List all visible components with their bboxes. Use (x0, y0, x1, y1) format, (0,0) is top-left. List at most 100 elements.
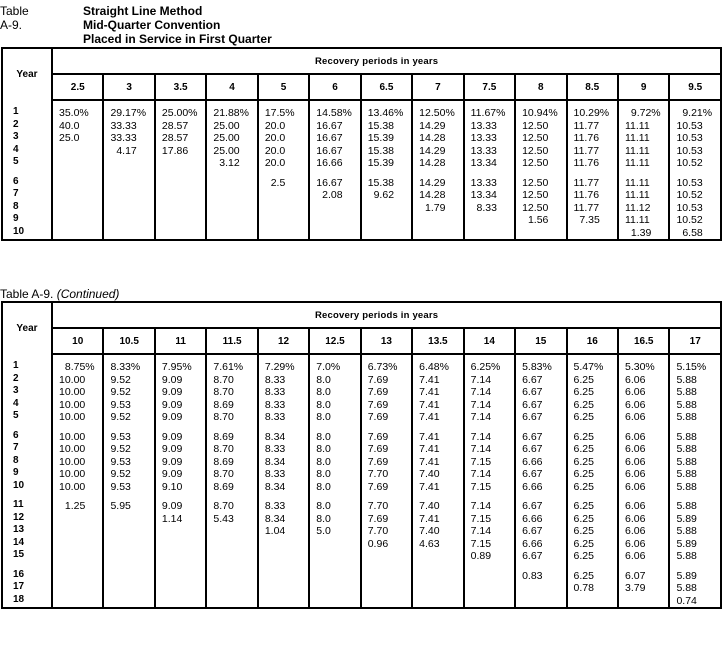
table-cell (213, 525, 256, 538)
table-cell: 8.33 (264, 443, 286, 455)
table-cell (419, 595, 462, 608)
year-label: 1 (13, 106, 19, 117)
table-cell (162, 157, 205, 170)
table-cell: 13.33 (470, 144, 497, 157)
table-cell: 12.50 (522, 201, 549, 214)
table-cell: 0.78 (573, 582, 594, 594)
table-cell (368, 202, 411, 215)
table-cell (265, 202, 308, 215)
table1-label: Table A-9. (0, 4, 29, 32)
column-values: 17.5% 20.0 20.0 20.0 20.0 2.5 (256, 100, 310, 240)
table-cell: 7.69 (367, 480, 389, 493)
table-cell: 3.12 (219, 157, 240, 169)
table-cell: 14.28 (419, 132, 446, 144)
table-cell: 10.53 (676, 119, 703, 132)
title-line: Placed in Service in First Quarter (83, 32, 272, 46)
table-cell: 35.0% (59, 107, 89, 119)
table-cell: 7.40 (419, 500, 440, 512)
table-cell: 6.67 (522, 373, 543, 386)
column-header: 11.5 (205, 328, 258, 355)
table-cell: 6.25 (573, 430, 594, 443)
table-cell: 12.50 (522, 176, 549, 189)
continued-note: (Continued) (56, 287, 120, 301)
table-cell: 8.0 (316, 411, 331, 423)
table-cell: 1.39 (630, 226, 652, 239)
year-label: 2 (13, 372, 19, 384)
table-cell (574, 595, 617, 608)
table-cell: 7.69 (367, 373, 389, 386)
table-cell (419, 550, 462, 563)
table-cell: 12.50 (522, 119, 549, 132)
table-cell: 10.00 (59, 430, 86, 443)
table-cell: 5.15% (676, 361, 707, 373)
column-header: 12.5 (308, 328, 361, 355)
table-cell: 5.88 (676, 386, 697, 398)
table-cell (265, 582, 308, 595)
table-body: 1 2 3 4 5 6 7 8 9 10 35.0% 40.0 25.0 29.17% 33.33 33.33… (1, 100, 721, 240)
table-cell (265, 570, 308, 583)
table-cell: 5.83% (522, 361, 552, 373)
table-cell: 8.0 (316, 480, 331, 493)
table-cell: 6.25 (573, 512, 594, 525)
table-cell (574, 227, 617, 240)
column-values: 11.67% 13.33 13.33 13.33 13.34 13.33 13.34 8.33 (462, 100, 516, 240)
table-cell: 6.67 (522, 411, 543, 423)
table1-title: Straight Line Method Mid-Quarter Convent… (83, 4, 272, 46)
table-cell (316, 214, 359, 227)
table-cell: 6.67 (522, 386, 543, 398)
table-cell: 7.14 (470, 386, 492, 398)
table-cell: 11.11 (624, 132, 650, 144)
table-cell (162, 570, 205, 583)
table-cell: 6.06 (624, 500, 646, 512)
table-cell: 8.33 (476, 201, 497, 214)
table-cell: 11.11 (624, 144, 650, 157)
table-cell (265, 595, 308, 608)
column-header: 9.5 (668, 74, 721, 101)
table-cell: 6.67 (522, 550, 543, 562)
year-label: 9 (13, 467, 19, 478)
table-cell: 0.83 (522, 569, 543, 582)
table-cell (522, 227, 565, 240)
table-cell (59, 513, 102, 526)
table-cell: 7.69 (367, 443, 389, 455)
column-header: 16.5 (616, 328, 670, 355)
table-cell: 3.79 (624, 582, 646, 594)
table-cell: 11.11 (624, 157, 650, 169)
table-cell: 7.69 (367, 398, 389, 411)
table-cell: 15.38 (367, 119, 394, 132)
table-cell: 6.48% (419, 361, 449, 373)
table-cell: 11.11 (624, 214, 650, 226)
table-cell (59, 525, 102, 538)
table-cell: 6.06 (624, 373, 646, 386)
table-cell: 21.88% (213, 107, 249, 119)
table-cell: 7.40 (419, 468, 440, 480)
table-cell (368, 595, 411, 608)
table-cell: 8.0 (316, 386, 331, 398)
table-cell: 9.09 (161, 455, 183, 468)
table-cell: 15.39 (367, 132, 394, 144)
title-line: Straight Line Method (83, 4, 203, 18)
table-cell: 12.50 (522, 189, 549, 201)
column-header: 9 (616, 74, 670, 101)
table-cell: 6.25% (470, 361, 501, 373)
table-cell (110, 214, 153, 227)
year-label: 13 (13, 524, 25, 535)
table-cell: 13.46% (367, 107, 404, 119)
table-cell: 15.38 (367, 144, 394, 157)
table-cell: 28.57 (161, 119, 189, 132)
table-cell: 4.63 (419, 537, 440, 550)
table-cell: 10.00 (59, 398, 86, 411)
table-cell: 7.14 (470, 525, 492, 537)
table-cell (368, 550, 411, 563)
column-header: 8 (514, 74, 567, 101)
table-cell: 20.0 (264, 157, 286, 169)
table-cell: 2.5 (270, 176, 286, 189)
table-cell (110, 550, 153, 563)
table-cell: 10.00 (59, 468, 86, 480)
table-cell (316, 202, 359, 215)
year-label: 15 (13, 549, 25, 560)
table-cell (213, 538, 256, 551)
column-header: 2.5 (50, 74, 104, 101)
year-label: 4 (13, 397, 19, 409)
column-values: 8.33% 9.52 9.52 9.53 9.52 9.53 9.52 9.53 9.52 9.5… (102, 354, 155, 608)
